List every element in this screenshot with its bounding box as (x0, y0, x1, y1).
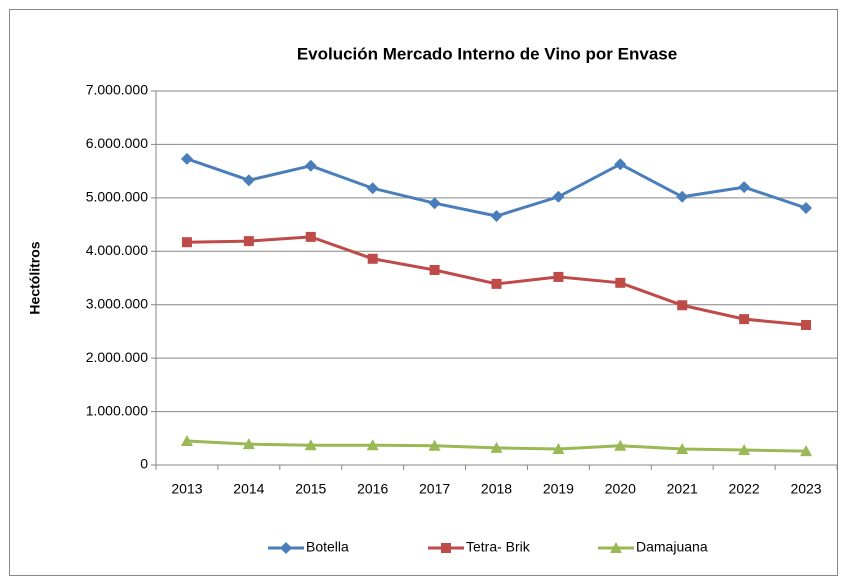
marker (366, 439, 379, 451)
y-tick-label: 3.000.000 (86, 295, 148, 311)
marker (553, 271, 564, 282)
marker (280, 542, 292, 554)
marker (181, 237, 192, 248)
marker (304, 159, 317, 172)
marker (614, 439, 627, 451)
x-tick-label: 2015 (295, 481, 326, 497)
marker (615, 277, 626, 288)
marker (366, 182, 379, 195)
marker (800, 445, 813, 457)
marker (428, 439, 441, 451)
marker (801, 320, 812, 331)
y-tick-label: 7.000.000 (86, 82, 148, 98)
marker (242, 174, 255, 187)
x-tick-label: 2019 (543, 481, 574, 497)
marker (490, 210, 503, 223)
y-tick-label: 0 (140, 456, 148, 472)
marker (738, 181, 751, 194)
marker (180, 434, 193, 446)
marker (610, 542, 622, 553)
x-tick-label: 2014 (233, 481, 264, 497)
y-tick-label: 5.000.000 (86, 189, 148, 205)
x-tick-label: 2018 (481, 481, 512, 497)
marker (552, 190, 565, 203)
x-tick-label: 2017 (419, 481, 450, 497)
x-tick-label: 2016 (357, 481, 388, 497)
chart-border (9, 9, 838, 576)
marker (800, 202, 813, 215)
y-tick-label: 4.000.000 (86, 242, 148, 258)
x-tick-label: 2022 (729, 481, 760, 497)
x-tick-label: 2021 (667, 481, 698, 497)
marker (738, 444, 751, 456)
marker (491, 278, 502, 289)
y-axis-title: Hectólitros (27, 241, 43, 314)
marker (552, 442, 565, 454)
marker (677, 300, 688, 311)
marker (367, 253, 378, 264)
marker (428, 197, 441, 210)
marker (304, 439, 317, 451)
y-tick-label: 1.000.000 (86, 402, 148, 418)
marker (490, 441, 503, 453)
chart-title: Evolución Mercado Interno de Vino por En… (297, 44, 677, 63)
marker (242, 438, 255, 450)
marker (676, 442, 689, 454)
x-tick-label: 2023 (790, 481, 821, 497)
y-tick-label: 2.000.000 (86, 349, 148, 365)
marker (180, 152, 193, 165)
marker (676, 190, 689, 203)
marker (441, 543, 451, 553)
x-tick-label: 2020 (605, 481, 636, 497)
marker (305, 231, 316, 242)
legend-label: Damajuana (636, 539, 708, 555)
y-tick-label: 6.000.000 (86, 135, 148, 151)
marker (429, 264, 440, 275)
x-tick-label: 2013 (171, 481, 202, 497)
marker (739, 314, 750, 325)
marker (243, 236, 254, 247)
marker (614, 158, 627, 171)
legend-label: Botella (306, 539, 349, 555)
legend-label: Tetra- Brik (466, 539, 531, 555)
